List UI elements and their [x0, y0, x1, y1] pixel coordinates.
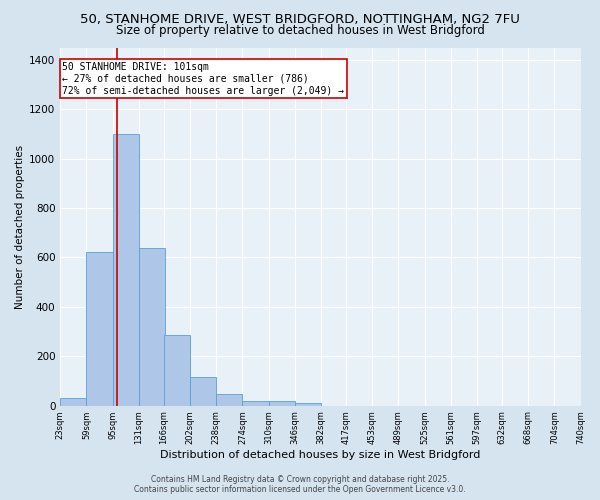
Bar [164, 335, 190, 406]
Bar [113, 134, 139, 406]
X-axis label: Distribution of detached houses by size in West Bridgford: Distribution of detached houses by size … [160, 450, 481, 460]
Bar [216, 394, 242, 406]
Text: Contains HM Land Registry data © Crown copyright and database right 2025.
Contai: Contains HM Land Registry data © Crown c… [134, 474, 466, 494]
Y-axis label: Number of detached properties: Number of detached properties [15, 144, 25, 308]
Text: 50, STANHOME DRIVE, WEST BRIDGFORD, NOTTINGHAM, NG2 7FU: 50, STANHOME DRIVE, WEST BRIDGFORD, NOTT… [80, 12, 520, 26]
Bar [190, 377, 216, 406]
Text: 50 STANHOME DRIVE: 101sqm
← 27% of detached houses are smaller (786)
72% of semi: 50 STANHOME DRIVE: 101sqm ← 27% of detac… [62, 62, 344, 96]
Bar [60, 398, 86, 406]
Bar [242, 400, 269, 406]
Text: Size of property relative to detached houses in West Bridgford: Size of property relative to detached ho… [116, 24, 484, 37]
Bar [139, 248, 165, 406]
Bar [295, 403, 321, 406]
Bar [86, 252, 113, 406]
Bar [269, 400, 295, 406]
